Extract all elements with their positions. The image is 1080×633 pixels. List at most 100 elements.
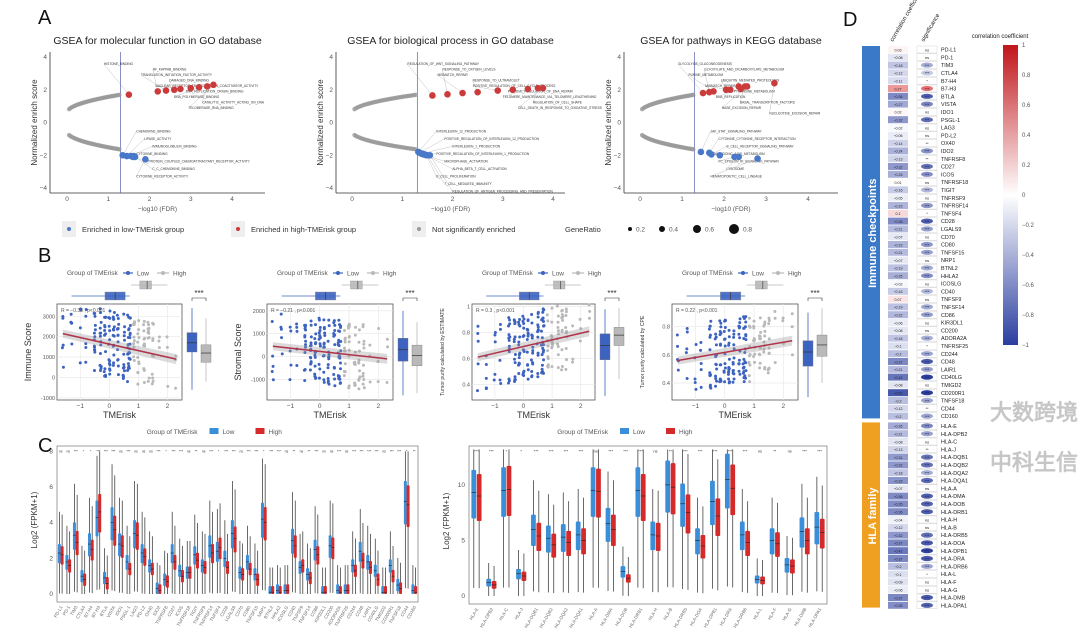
significance-cell [916, 279, 938, 288]
significance-label: *** [698, 449, 703, 454]
correlation-value: −0.32 [893, 464, 902, 468]
box-high [730, 464, 736, 516]
correlation-cell [888, 326, 908, 334]
low-group-point [116, 326, 120, 330]
legend-high-label: High [788, 271, 802, 278]
low-group-point [295, 325, 299, 329]
correlation-value: −0.13 [893, 158, 902, 162]
significance-value: *** [925, 595, 930, 600]
significance-label: *** [111, 450, 116, 454]
significance-value: ** [925, 447, 929, 452]
correlation-cell [888, 342, 908, 350]
significance-stars: *** [405, 289, 414, 298]
low-group-point [742, 365, 746, 369]
significance-value: *** [925, 603, 930, 608]
correlation-value: −0.12 [893, 526, 902, 530]
significance-value: * [926, 211, 928, 216]
significance-label: ns [382, 450, 386, 454]
low-group-point [714, 362, 718, 366]
significance-value: *** [925, 424, 930, 429]
low-group-point [99, 343, 103, 347]
plots-layer: GSEA for molecular function in GO databa… [23, 0, 1035, 629]
term-label: MISMATCH_REPAIR [705, 84, 736, 88]
correlation-cell [888, 555, 908, 562]
low-group-point [98, 307, 102, 311]
significance-label: ** [293, 450, 296, 454]
significance-value: *** [925, 94, 930, 99]
high-group-point [142, 319, 146, 323]
significance-label: ** [669, 449, 673, 454]
low-group-point [743, 351, 747, 355]
correlation-heatmap: correlation coefficientsignificanceImmun… [862, 0, 1035, 609]
x-tick-label: 3 [764, 196, 768, 203]
high-group-point [557, 332, 560, 336]
gene-label: HLA-L [941, 572, 956, 578]
low-group-point [526, 332, 530, 336]
box-high [715, 498, 721, 536]
significance-label: ns [285, 450, 289, 454]
x-tick-label: 0 [350, 196, 354, 203]
scatter-plot-B3: Group of TMErisk Low High 0.4 0.6 0.8 1 −1 0 1 2 R … [440, 270, 625, 420]
significance-value: ns [925, 486, 929, 491]
correlation-value: −0.19 [893, 267, 902, 271]
box-low [403, 480, 407, 525]
high-group-point [385, 380, 389, 384]
box-high [278, 585, 282, 594]
y-tick-label: 2000 [43, 335, 55, 341]
high-group-point [560, 348, 564, 352]
x-axis-label: TMErisk [719, 410, 752, 420]
significance-label: ns [134, 450, 138, 454]
correlation-cell [888, 287, 908, 295]
gene-label: HLA-E [941, 424, 957, 430]
low-group-point [484, 376, 488, 380]
low-group-point [498, 358, 502, 362]
gene-label: TIM3 [941, 63, 953, 69]
high-group-point [137, 360, 141, 364]
significance-cell [916, 326, 938, 334]
low-group-point [708, 385, 712, 389]
gene-label: NRP1 [941, 258, 955, 264]
legend-low-swatch [209, 428, 219, 434]
x-tick-label: 1 [680, 196, 684, 203]
term-label: REGULATION_OF_ANTIGEN_PROCESSING_AND_PRE… [452, 189, 553, 193]
high-group-point [157, 339, 161, 343]
low-group-point [507, 350, 511, 354]
low-group-point [336, 341, 340, 345]
high-group-point [790, 325, 794, 329]
x-category-label: OX40 [144, 605, 154, 618]
high-group-point [142, 337, 146, 341]
box-low [545, 525, 551, 553]
significance-value: *** [925, 432, 930, 437]
low-group-point [517, 343, 521, 347]
significance-label: * [90, 450, 92, 454]
low-group-point [84, 345, 88, 349]
high-group-point [747, 354, 751, 358]
box-high [263, 506, 267, 541]
x-tick-label: 0 [522, 403, 526, 410]
x-category-label: NRP1 [256, 605, 267, 618]
high-group-point [151, 338, 155, 342]
box-high [173, 554, 177, 570]
significance-ellipse [921, 93, 933, 99]
correlation-cell [888, 397, 908, 404]
correlation-cell [888, 202, 908, 209]
low-group-point [536, 328, 540, 332]
significance-value: ns [925, 525, 929, 530]
x-tick-label: 0 [638, 196, 642, 203]
correlation-value: −0.32 [893, 165, 902, 169]
legend-high-label: High [269, 429, 283, 436]
high-group-point [150, 382, 154, 386]
correlation-cell [888, 53, 908, 61]
gene-label: HLA-A [941, 486, 957, 492]
low-group-point [694, 343, 698, 347]
high-group-point [545, 313, 549, 317]
correlation-cell [888, 311, 908, 319]
low-group-point [493, 372, 497, 376]
low-group-point [313, 364, 317, 368]
correlation-cell [888, 280, 908, 287]
significance-label: *** [390, 450, 395, 454]
correlation-cell [888, 163, 908, 170]
term-label: CATALYTIC_ACTIVITY_ACTING_ON_DNA [202, 101, 265, 105]
gene-label: KIR3DL1 [941, 321, 963, 327]
y-tick-label: 4 [617, 54, 621, 61]
